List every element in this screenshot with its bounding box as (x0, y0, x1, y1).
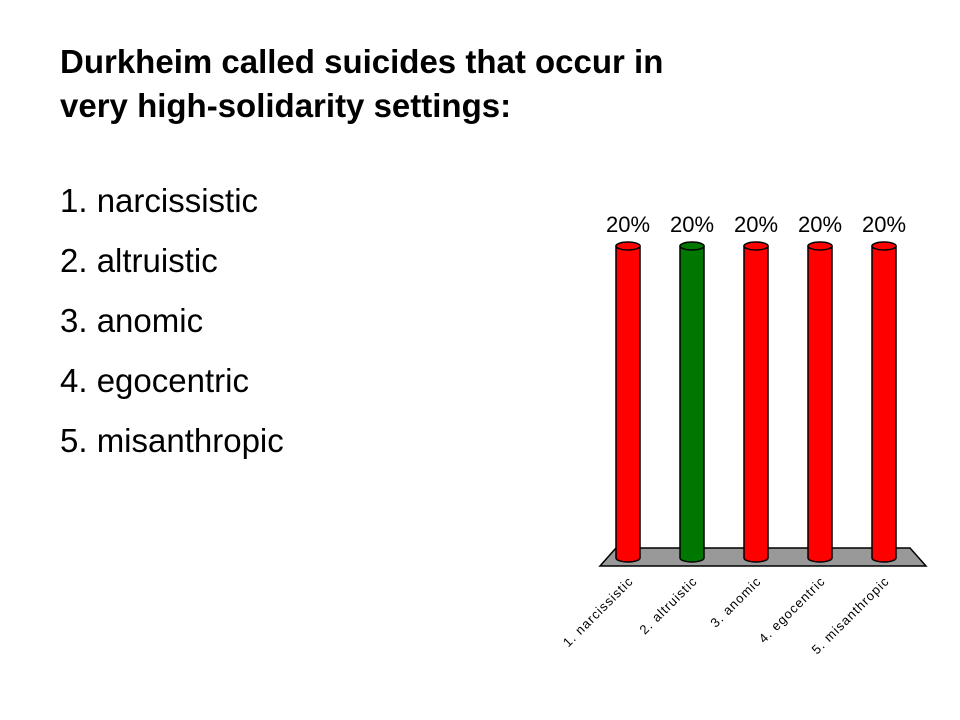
chart-category-label-2: 2. altruistic (636, 574, 700, 638)
answer-option-5: 5. misanthropic (60, 422, 284, 459)
chart-bar-cap-4 (807, 241, 833, 251)
question-line-1: Durkheim called suicides that occur in (60, 43, 664, 80)
chart-value-label-1: 20% (606, 212, 650, 237)
chart-bar-cap-5 (871, 241, 897, 251)
answer-option-3: 3. anomic (60, 302, 204, 339)
answer-list: 1. narcissistic 2. altruistic 3. anomic … (60, 176, 284, 476)
chart-category-label-3: 3. anomic (707, 574, 764, 631)
chart-bar-5 (871, 245, 897, 563)
chart-value-label-4: 20% (798, 212, 842, 237)
chart-bar-1 (615, 245, 641, 563)
chart-bar-4 (807, 245, 833, 563)
question-line-2: very high-solidarity settings: (60, 87, 512, 124)
chart-value-label-5: 20% (862, 212, 906, 237)
chart-bar-2 (679, 245, 705, 563)
chart-category-label-4: 4. egocentric (756, 574, 828, 646)
question-title: Durkheim called suicides that occur in v… (60, 40, 900, 128)
chart-bar-cap-1 (615, 241, 641, 251)
chart-bar-cap-2 (679, 241, 705, 251)
chart-bar-cap-3 (743, 241, 769, 251)
chart-bar-3 (743, 245, 769, 563)
answer-option-4: 4. egocentric (60, 362, 249, 399)
answer-option-2: 2. altruistic (60, 242, 218, 279)
chart-value-label-2: 20% (670, 212, 714, 237)
chart-category-label-1: 1. narcissistic (560, 574, 636, 650)
answer-option-1: 1. narcissistic (60, 182, 259, 219)
chart-value-label-3: 20% (734, 212, 778, 237)
